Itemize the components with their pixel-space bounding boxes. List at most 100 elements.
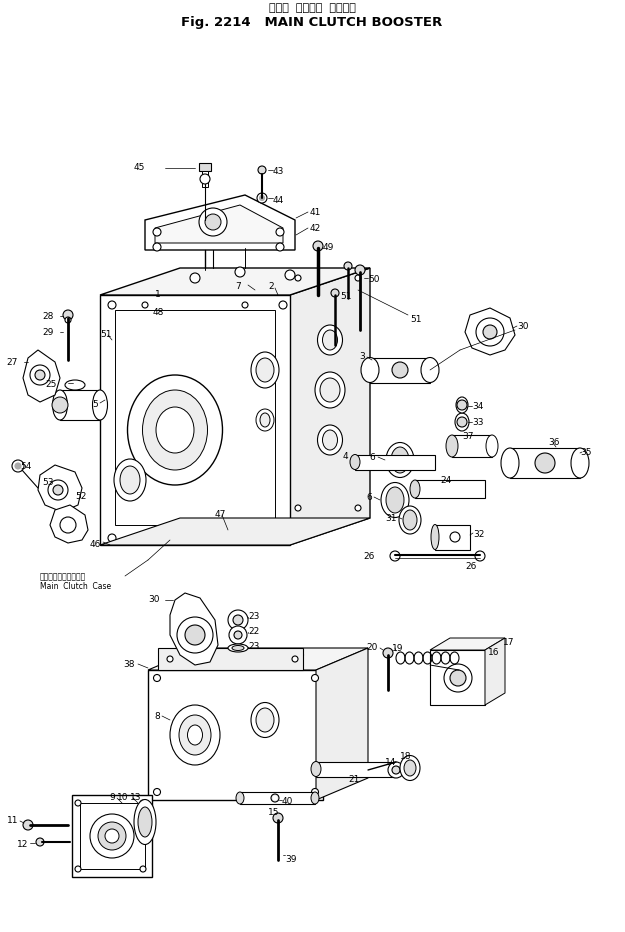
Bar xyxy=(240,792,315,804)
Circle shape xyxy=(257,193,267,203)
Ellipse shape xyxy=(400,756,420,780)
Text: 36: 36 xyxy=(548,438,559,447)
Text: 52: 52 xyxy=(75,492,86,501)
Text: 11: 11 xyxy=(6,816,18,825)
Circle shape xyxy=(285,270,295,280)
Circle shape xyxy=(476,318,504,346)
Polygon shape xyxy=(23,350,60,402)
Text: 29: 29 xyxy=(42,328,54,337)
Circle shape xyxy=(388,762,404,778)
Bar xyxy=(370,358,430,383)
Text: 43: 43 xyxy=(273,167,284,176)
Polygon shape xyxy=(145,195,295,250)
Circle shape xyxy=(390,551,400,561)
Ellipse shape xyxy=(114,459,146,501)
Text: 22: 22 xyxy=(248,627,259,636)
Text: 27: 27 xyxy=(7,358,18,367)
Bar xyxy=(148,670,323,800)
Text: 45: 45 xyxy=(134,163,145,172)
Ellipse shape xyxy=(571,448,589,478)
Ellipse shape xyxy=(315,372,345,408)
Text: 3: 3 xyxy=(359,352,365,361)
Text: 18: 18 xyxy=(400,752,411,761)
Circle shape xyxy=(75,866,81,872)
Circle shape xyxy=(105,829,119,843)
Circle shape xyxy=(35,370,45,380)
Ellipse shape xyxy=(318,425,342,455)
Bar xyxy=(510,448,580,478)
Ellipse shape xyxy=(311,792,319,804)
Text: 6: 6 xyxy=(369,453,375,462)
Ellipse shape xyxy=(446,435,458,457)
Circle shape xyxy=(273,813,283,823)
Bar xyxy=(72,795,152,877)
Text: 54: 54 xyxy=(21,462,32,471)
Polygon shape xyxy=(100,518,370,545)
Text: 6: 6 xyxy=(366,493,372,502)
Polygon shape xyxy=(170,593,218,665)
Circle shape xyxy=(36,838,44,846)
Text: 51: 51 xyxy=(100,330,111,339)
Ellipse shape xyxy=(311,761,321,776)
Text: 26: 26 xyxy=(465,562,476,571)
Bar xyxy=(100,295,290,545)
Text: 1: 1 xyxy=(155,290,161,299)
Ellipse shape xyxy=(501,448,519,478)
Text: 2: 2 xyxy=(268,282,274,291)
Text: 50: 50 xyxy=(368,275,379,284)
Polygon shape xyxy=(430,638,505,650)
Circle shape xyxy=(90,814,134,858)
Text: 20: 20 xyxy=(367,643,378,652)
Text: 13: 13 xyxy=(130,793,141,802)
Text: 7: 7 xyxy=(235,282,241,291)
Ellipse shape xyxy=(361,358,379,382)
Polygon shape xyxy=(155,205,283,243)
Ellipse shape xyxy=(322,330,338,350)
Text: 16: 16 xyxy=(488,648,499,657)
Ellipse shape xyxy=(381,483,409,517)
Circle shape xyxy=(295,275,301,281)
Ellipse shape xyxy=(156,407,194,453)
Circle shape xyxy=(475,551,485,561)
Ellipse shape xyxy=(127,375,222,485)
Circle shape xyxy=(259,196,264,200)
Ellipse shape xyxy=(386,443,414,477)
Text: メインクラッチケース: メインクラッチケース xyxy=(40,572,86,581)
Ellipse shape xyxy=(350,455,360,470)
Ellipse shape xyxy=(228,644,248,652)
Text: 12: 12 xyxy=(17,840,28,849)
Bar xyxy=(202,171,208,187)
Circle shape xyxy=(535,453,555,473)
Text: 9: 9 xyxy=(109,793,115,802)
Text: 49: 49 xyxy=(323,243,334,252)
Ellipse shape xyxy=(232,646,244,651)
Bar xyxy=(415,480,485,498)
Circle shape xyxy=(177,617,213,653)
Ellipse shape xyxy=(120,466,140,494)
Ellipse shape xyxy=(236,792,244,804)
Bar xyxy=(199,163,211,171)
Bar xyxy=(435,525,470,550)
Bar xyxy=(80,803,145,869)
Circle shape xyxy=(30,365,50,385)
Circle shape xyxy=(140,866,146,872)
Polygon shape xyxy=(100,268,370,295)
Circle shape xyxy=(279,534,287,542)
Ellipse shape xyxy=(318,325,342,355)
Circle shape xyxy=(457,400,467,410)
Text: 10: 10 xyxy=(116,793,128,802)
Text: 28: 28 xyxy=(42,312,54,321)
Circle shape xyxy=(444,664,472,692)
Bar xyxy=(115,310,275,525)
Bar xyxy=(158,648,303,670)
Circle shape xyxy=(185,625,205,645)
Circle shape xyxy=(260,196,264,200)
Circle shape xyxy=(254,651,261,657)
Circle shape xyxy=(167,656,173,662)
Text: 35: 35 xyxy=(580,448,591,457)
Circle shape xyxy=(271,794,279,802)
Polygon shape xyxy=(50,505,88,543)
Circle shape xyxy=(355,505,361,511)
Ellipse shape xyxy=(421,358,439,382)
Circle shape xyxy=(60,517,76,533)
